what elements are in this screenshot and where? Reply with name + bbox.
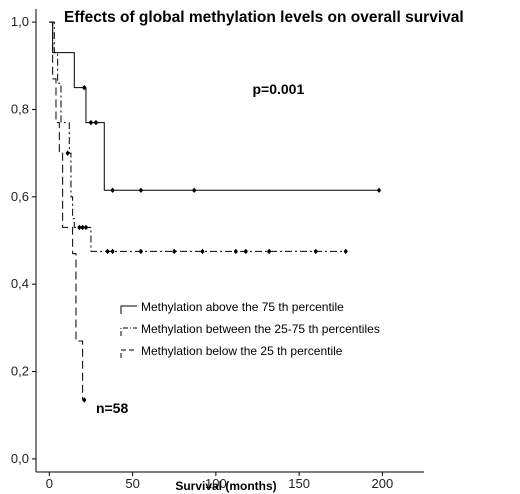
x-tick-label: 100 — [205, 476, 227, 491]
censor-dot — [377, 188, 381, 193]
y-tick-label: 1,0 — [11, 14, 29, 29]
censor-dot — [80, 225, 85, 230]
legend-swatch-below-25th — [120, 349, 137, 358]
x-tick-label: 200 — [372, 476, 394, 491]
censor-dot — [139, 249, 143, 254]
censor-dot — [343, 249, 348, 254]
censor-dot — [105, 249, 110, 254]
y-tick-label: 0,8 — [11, 101, 29, 116]
legend-swatch-25-75th — [120, 327, 137, 336]
censor-dot — [82, 398, 87, 402]
y-tick-label: 0,6 — [11, 189, 29, 204]
censor-dot — [110, 249, 115, 254]
legend-item: Methylation below the 25 th percentile — [120, 344, 343, 358]
censor-dot — [244, 249, 248, 254]
y-tick-label: 0,2 — [11, 364, 29, 379]
censor-dot — [200, 249, 205, 254]
censor-dot — [89, 120, 93, 125]
censor-dot — [313, 249, 318, 254]
legend-swatch-above-75th — [120, 305, 137, 314]
legend-label-above-75th: Methylation above the 75 th percentile — [141, 300, 344, 314]
censor-dot — [82, 85, 87, 90]
censor-dot — [234, 249, 238, 254]
x-tick-label: 150 — [288, 476, 310, 491]
x-tick-label: 50 — [125, 476, 139, 491]
series-line — [49, 21, 346, 252]
censor-dot — [192, 188, 196, 193]
x-axis-label: Survival (months) — [175, 479, 276, 493]
legend-item: Methylation above the 75 th percentile — [120, 300, 344, 314]
legend-item: Methylation between the 25-75 th percent… — [120, 322, 380, 336]
legend-label-below-25th: Methylation below the 25 th percentile — [141, 344, 343, 358]
censor-dot — [110, 188, 115, 193]
p-value-annotation: p=0.001 — [252, 81, 304, 97]
censor-dot — [77, 225, 82, 230]
legend: Methylation above the 75 th percentile M… — [120, 300, 380, 358]
series-layer — [49, 21, 381, 403]
censor-dot — [84, 225, 88, 230]
x-tick-label: 0 — [46, 476, 53, 491]
axis-ticks: 0,0 0,2 0,4 0,6 0,8 1,0 0 50 100 150 200 — [11, 14, 393, 491]
censor-dot — [267, 249, 271, 254]
series-2 — [49, 21, 348, 254]
y-tick-label: 0,4 — [11, 276, 29, 291]
y-tick-label: 0,0 — [11, 451, 29, 466]
chart-title: Effects of global methylation levels on … — [64, 9, 464, 26]
censor-dot — [172, 249, 177, 254]
series-line — [49, 21, 85, 401]
censor-dot — [65, 151, 70, 155]
legend-label-25-75th: Methylation between the 25-75 th percent… — [141, 322, 380, 336]
sample-size-annotation: n=58 — [96, 400, 129, 416]
censor-dot — [139, 188, 143, 193]
series-3 — [49, 21, 87, 403]
censor-dot — [94, 120, 98, 125]
